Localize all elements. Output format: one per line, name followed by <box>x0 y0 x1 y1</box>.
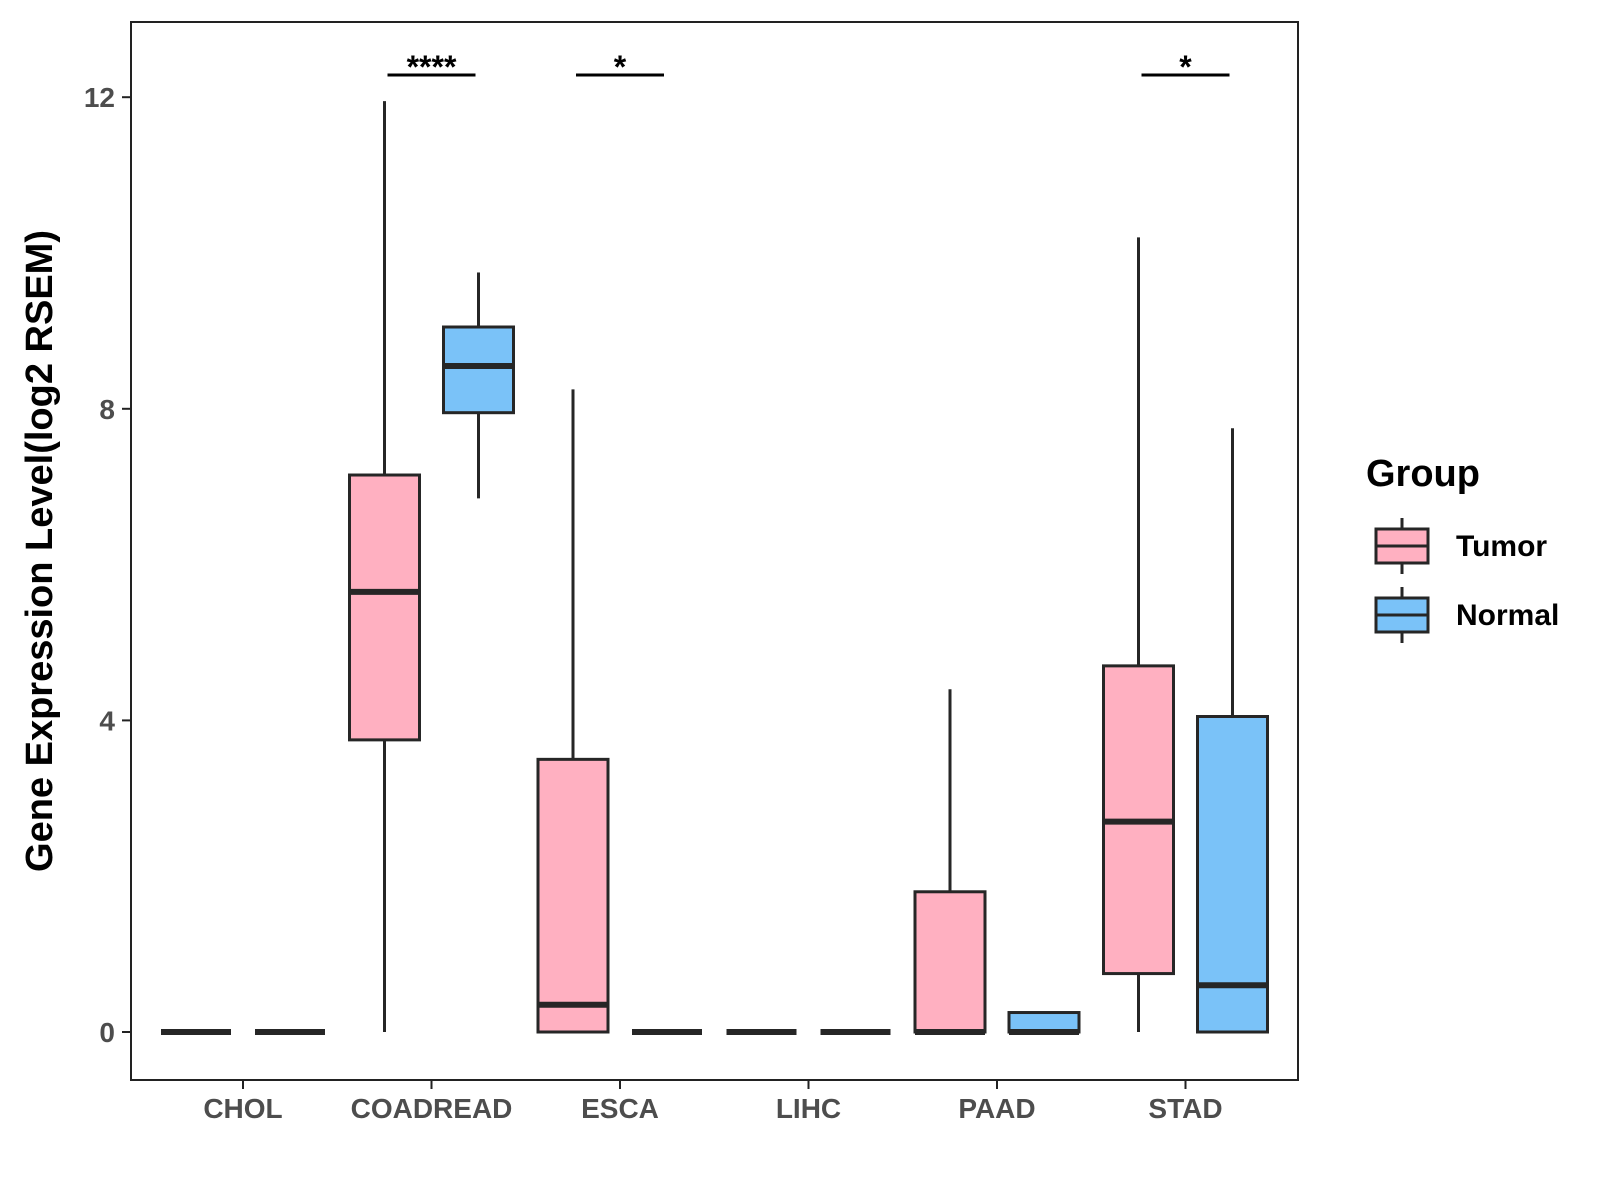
significance-esca: * <box>576 49 664 85</box>
x-tick-label-stad: STAD <box>1148 1093 1222 1124</box>
box-body <box>1196 715 1269 1034</box>
box-tumor-stad <box>1102 237 1175 1032</box>
box-body <box>442 325 515 415</box>
y-axis: 0 4 8 12 <box>84 82 131 1048</box>
x-tick-label-paad: PAAD <box>958 1093 1035 1124</box>
box-body <box>913 890 987 1034</box>
x-tick-label-coadread: COADREAD <box>351 1093 513 1124</box>
significance-stad: * <box>1141 49 1230 85</box>
y-axis-title: Gene Expression Level(log2 RSEM) <box>19 230 61 872</box>
significance-coadread: **** <box>387 49 476 85</box>
box-body <box>536 757 610 1034</box>
box-normal-stad <box>1196 428 1269 1034</box>
significance-layer: **** * * <box>387 49 1230 85</box>
box-tumor-paad <box>913 689 987 1035</box>
x-tick-label-esca: ESCA <box>581 1093 659 1124</box>
legend-label-tumor: Tumor <box>1456 530 1547 563</box>
box-tumor-esca <box>536 389 610 1034</box>
x-axis: CHOL COADREAD ESCA LIHC PAAD STAD <box>203 1080 1223 1124</box>
significance-label: * <box>1179 49 1192 85</box>
significance-label: * <box>614 49 627 85</box>
box-body <box>348 473 421 742</box>
legend-title: Group <box>1366 453 1480 495</box>
legend: Group Tumor Normal <box>1366 453 1559 643</box>
y-tick-label: 4 <box>99 705 115 736</box>
legend-item-normal: Normal <box>1374 587 1559 643</box>
box-tumor-coadread <box>348 101 421 1032</box>
significance-label: **** <box>407 49 457 85</box>
y-tick-label: 8 <box>99 394 115 425</box>
box-normal-paad <box>1007 1011 1081 1035</box>
legend-item-tumor: Tumor <box>1374 518 1547 574</box>
legend-label-normal: Normal <box>1456 599 1559 632</box>
x-tick-label-lihc: LIHC <box>776 1093 841 1124</box>
boxes-layer <box>161 101 1269 1035</box>
y-tick-label: 12 <box>84 82 115 113</box>
y-tick-label: 0 <box>99 1017 115 1048</box>
x-tick-label-chol: CHOL <box>203 1093 282 1124</box>
box-normal-coadread <box>442 272 515 499</box>
